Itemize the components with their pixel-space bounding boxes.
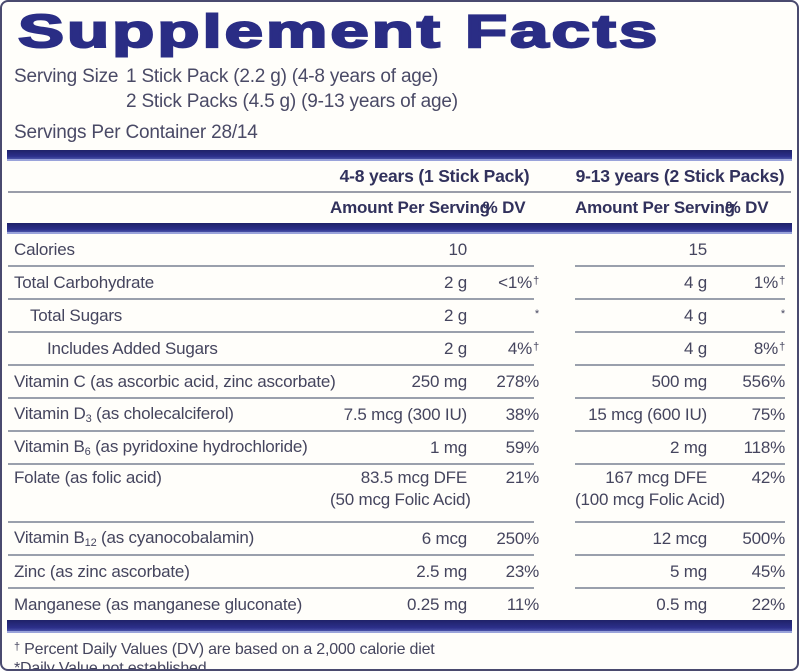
footnote-asterisk: *Daily Value not established. [14,660,211,671]
row-manganese: Manganese (as manganese gluconate) 0.25 … [2,589,797,620]
serving-size-label: Serving Size [14,66,119,87]
amount-2: 15 mcg (600 IU) [588,404,707,424]
dv-1: 59% [505,437,540,457]
amount-1: 7.5 mcg (300 IU) [343,404,468,424]
row-separator [2,463,797,465]
row-vitamin-c: Vitamin C (as ascorbic acid, zinc ascorb… [2,366,797,397]
dv-2: 22% [751,594,786,614]
divider-bar-bottom [7,620,792,633]
age-group-header-row: 4-8 years (1 Stick Pack) 9-13 years (2 S… [2,161,797,191]
row-label: Includes Added Sugars [47,338,218,358]
dv-1: 250% [496,528,539,548]
row-separator [2,364,797,366]
row-separator [2,298,797,300]
servings-per-container: Servings Per Container 28/14 [14,122,258,143]
amount-1: 250 mg [411,371,467,391]
row-total-carbohydrate: Total Carbohydrate 2 g <1%† 4 g 1%† [14,272,785,292]
row-separator [2,521,797,523]
amount-2: 4 g [683,272,707,292]
row-label: Manganese (as manganese gluconate) [14,594,303,614]
amount-2: 12 mcg [652,528,707,548]
amount-dv-header-row: Amount Per Serving % DV Amount Per Servi… [2,193,797,223]
dv-2: 75% [751,404,786,424]
row-label: Folate (as folic acid) [14,468,162,487]
dv-2: 45% [751,561,786,581]
dv-1: 21% [505,468,540,487]
row-vitamin-b12: Vitamin B12 (as cyanocobalamin) 6 mcg 25… [2,523,797,554]
row-separator [2,331,797,333]
amount-1: 10 [448,239,467,259]
dv-1: 23% [505,561,540,581]
amount-2: 2 mg [670,437,707,457]
amount-2: 500 mg [651,371,707,391]
row-total-sugars: Total Sugars 2 g * 4 g * [30,305,785,325]
row-vitamin-b6: Vitamin B6 (as pyridoxine hydrochloride)… [2,432,797,463]
row-label: Zinc (as zinc ascorbate) [14,561,190,581]
serving-size-line1: 1 Stick Pack (2.2 g) (4-8 years of age) [126,66,439,87]
column-group2-header: 9-13 years (2 Stick Packs) [575,165,785,186]
dv-header-2: % DV [725,198,769,217]
dv-2: 118% [743,437,786,457]
footnotes: † Percent Daily Values (DV) are based on… [2,633,797,671]
amount-1: 2 g [443,272,467,292]
serving-size-values: 1 Stick Pack (2.2 g) (4-8 years of age) … [126,64,458,114]
amount-header-2: Amount Per Serving [575,198,735,217]
dv-2: 42% [751,468,786,487]
amount-1: 0.25 mg [406,594,467,614]
amount-1: 2 g [443,338,467,358]
row-separator [2,587,797,589]
row-label: Vitamin B12 (as cyanocobalamin) [14,528,255,549]
amount-1: 2 g [443,305,467,325]
column-group1-header: 4-8 years (1 Stick Pack) [339,165,530,186]
amount-2: 0.5 mg [656,594,707,614]
amount-2: 5 mg [670,561,707,581]
row-label: Vitamin C (as ascorbic acid, zinc ascorb… [14,371,336,391]
row-separator [2,430,797,432]
row-zinc: Zinc (as zinc ascorbate) 2.5 mg 23% 5 mg… [2,556,797,587]
row-added-sugars: Includes Added Sugars 2 g 4%† 4 g 8%† [47,338,785,358]
amount-1: 2.5 mg [416,561,467,581]
dv-header-1: % DV [482,198,526,217]
header-rule [8,191,791,193]
divider-bar-top [7,150,792,161]
row-label: Vitamin B6 (as pyridoxine hydrochloride) [14,437,308,458]
amount-1: 6 mcg [421,528,467,548]
panel-title-wrap: Supplement Facts [2,5,797,58]
row-label: Vitamin D3 (as cholecalciferol) [14,404,234,425]
row-label: Calories [14,239,75,259]
row-separator [2,397,797,399]
row-separator [2,554,797,556]
divider-bar-header [7,223,792,234]
amount-header-1: Amount Per Serving [330,198,490,217]
panel-title: Supplement Facts [16,5,661,57]
amount-2: 167 mcg DFE (100 mcg Folic Acid) [575,468,725,509]
dv-2: 556% [742,371,785,391]
dv-1: 11% [506,594,539,614]
amount-1: 83.5 mcg DFE (50 mcg Folic Acid) [330,468,471,509]
amount-1: 1 mg [430,437,467,457]
amount-2: 4 g [683,305,707,325]
row-label: Total Carbohydrate [14,272,155,292]
amount-2: 15 [688,239,707,259]
row-folate: Folate (as folic acid) 83.5 mcg DFE (50 m… [2,465,797,521]
amount-2: 4 g [683,338,707,358]
row-label: Total Sugars [30,305,123,325]
footnote-dagger: † Percent Daily Values (DV) are based on… [14,641,435,658]
row-vitamin-d3: Vitamin D3 (as cholecalciferol) 7.5 mcg … [2,399,797,430]
serving-info: Serving Size 1 Stick Pack (2.2 g) (4-8 y… [2,58,797,145]
dv-2: 500% [742,528,785,548]
serving-size-line2: 2 Stick Packs (4.5 g) (9-13 years of age… [126,91,458,112]
row-separator [2,265,797,267]
row-calories: Calories 10 15 [2,234,797,265]
dv-1: 278% [496,371,539,391]
dv-1: 38% [505,404,540,424]
